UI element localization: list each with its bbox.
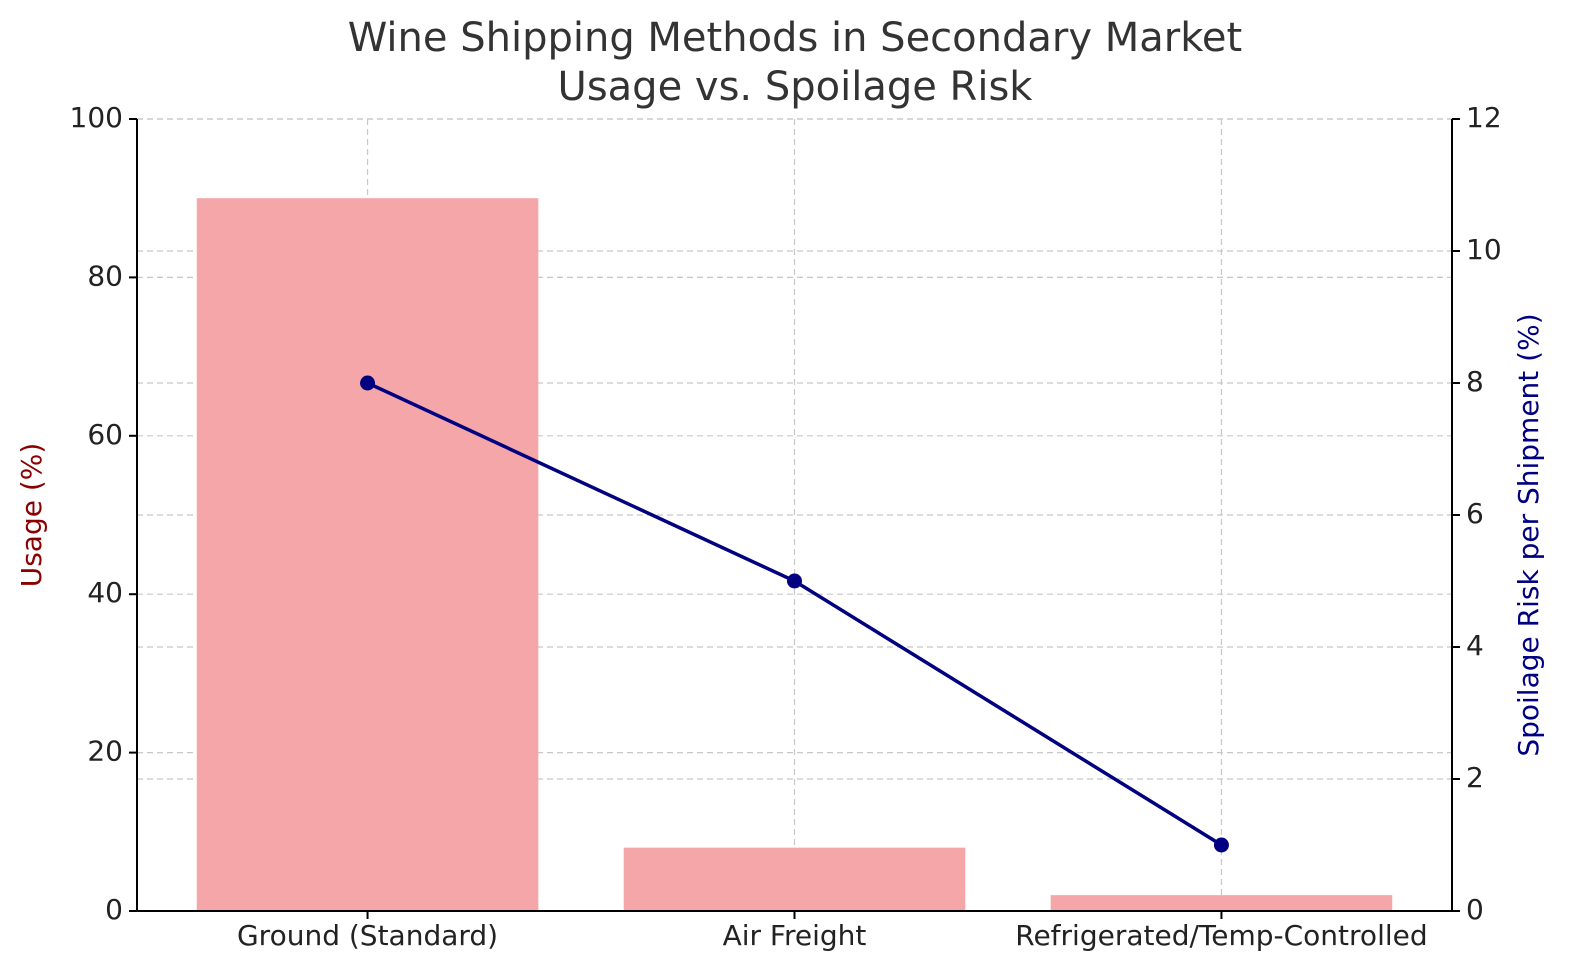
chart-title: Wine Shipping Methods in Secondary Marke… <box>348 15 1242 61</box>
y-tick-label: 20 <box>87 735 123 768</box>
y-tick-label: 40 <box>87 576 123 609</box>
y2-tick-label: 6 <box>1466 497 1484 530</box>
x-tick-label: Refrigerated/Temp-Controlled <box>1015 919 1427 952</box>
y-tick-label: 60 <box>87 418 123 451</box>
y2-tick-label: 8 <box>1466 365 1484 398</box>
marker <box>360 375 376 391</box>
y2-tick-label: 10 <box>1466 233 1502 266</box>
x-tick-label: Ground (Standard) <box>237 919 498 952</box>
y2-axis-label: Spoilage Risk per Shipment (%) <box>1512 313 1545 756</box>
x-tick-label: Air Freight <box>723 919 867 952</box>
y-tick-label: 0 <box>105 893 123 926</box>
y2-tick-label: 4 <box>1466 629 1484 662</box>
y2-tick-label: 2 <box>1466 761 1484 794</box>
marker <box>1213 837 1229 853</box>
y2-tick-label: 0 <box>1466 893 1484 926</box>
marker <box>787 573 802 589</box>
bar <box>1050 895 1393 911</box>
bar <box>623 847 966 911</box>
chart-subtitle: Usage vs. Spoilage Risk <box>558 64 1034 110</box>
y2-tick-label: 12 <box>1466 101 1502 134</box>
bar <box>196 198 539 911</box>
y-axis-label: Usage (%) <box>15 443 48 588</box>
y-tick-label: 80 <box>87 259 123 292</box>
y-tick-label: 100 <box>70 101 123 134</box>
